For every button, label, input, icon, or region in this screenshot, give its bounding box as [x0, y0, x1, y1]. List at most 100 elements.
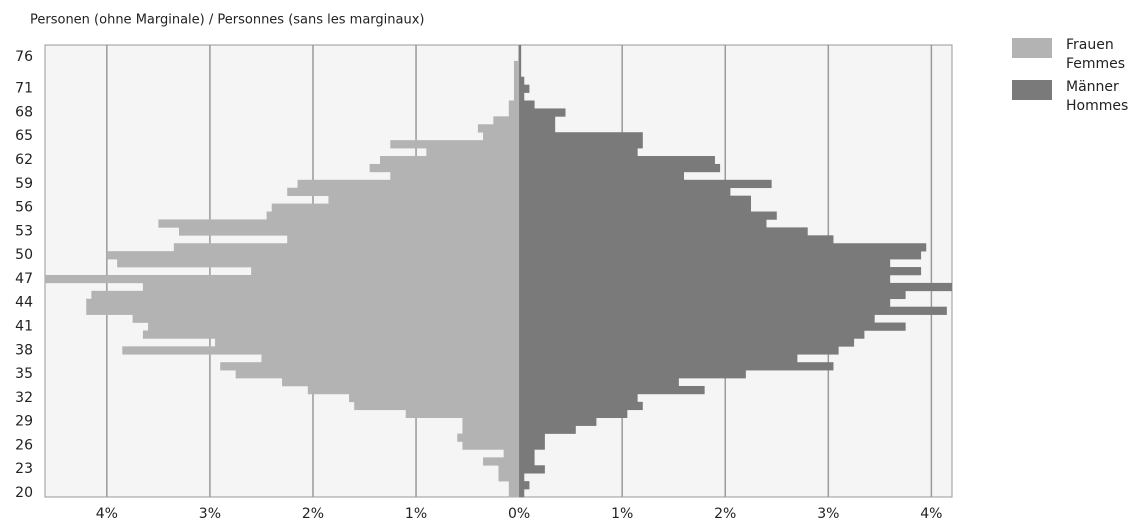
bar	[513, 84, 520, 93]
bar	[519, 171, 685, 181]
bar	[106, 251, 520, 260]
bar	[158, 219, 520, 228]
bar	[297, 179, 520, 189]
bar	[513, 60, 520, 70]
bar	[519, 330, 865, 339]
bar	[235, 370, 520, 379]
bar	[519, 441, 545, 450]
bar	[519, 322, 906, 331]
y-tick-label: 23	[15, 461, 33, 477]
bar	[519, 187, 731, 196]
bar	[349, 393, 520, 403]
x-tick-label: 2%	[714, 506, 736, 522]
y-tick-label: 41	[15, 319, 33, 335]
bar	[519, 100, 535, 109]
bar	[519, 338, 855, 347]
bar	[287, 235, 520, 244]
bar	[519, 52, 522, 62]
legend-label: Frauen Femmes	[1066, 37, 1126, 72]
bar	[173, 243, 520, 252]
bar	[519, 362, 834, 371]
bar	[462, 425, 520, 434]
bar	[519, 465, 545, 474]
bar	[519, 76, 525, 85]
bar	[519, 290, 906, 300]
bar	[457, 433, 520, 442]
y-tick-label: 29	[15, 414, 33, 430]
bar	[519, 481, 530, 490]
bar	[508, 100, 520, 109]
bar	[493, 116, 520, 125]
bar	[519, 457, 535, 466]
bar	[519, 306, 947, 315]
bar	[462, 417, 520, 426]
bar	[519, 282, 952, 292]
bar	[390, 140, 520, 149]
bar	[519, 473, 525, 482]
x-tick-label: 0%	[508, 506, 530, 522]
bar	[508, 489, 520, 498]
bar	[519, 68, 522, 78]
y-tick-label: 32	[15, 390, 33, 406]
bar	[45, 274, 520, 284]
bar	[483, 457, 520, 466]
bar	[519, 433, 545, 442]
bar	[287, 187, 520, 196]
bar	[508, 108, 520, 117]
bar	[142, 282, 520, 292]
bar	[178, 227, 520, 236]
bar	[519, 108, 566, 117]
x-tick-label: 4%	[96, 506, 118, 522]
bar	[519, 235, 834, 244]
bar	[519, 227, 808, 236]
legend-swatch	[1012, 38, 1052, 58]
bar	[148, 322, 520, 331]
bar	[271, 203, 520, 212]
bar	[91, 290, 520, 300]
bar	[519, 243, 927, 252]
y-tick-label: 53	[15, 223, 33, 239]
bar	[132, 314, 520, 323]
x-tick-label: 4%	[920, 506, 942, 522]
bar	[498, 465, 520, 474]
y-tick-label: 62	[15, 152, 33, 168]
y-tick-label: 71	[15, 81, 33, 97]
bar	[261, 354, 520, 363]
bar	[519, 393, 638, 403]
bar	[405, 409, 520, 419]
bar	[519, 409, 628, 419]
bar	[483, 132, 520, 141]
bar	[86, 298, 520, 307]
bar	[519, 140, 643, 149]
bar	[519, 346, 839, 355]
bar	[519, 156, 715, 165]
bar	[354, 401, 520, 411]
bar	[519, 385, 705, 395]
y-tick-label: 47	[15, 271, 33, 287]
bar	[508, 481, 520, 490]
bar	[519, 354, 798, 363]
bar	[251, 267, 520, 276]
bar	[513, 92, 520, 101]
bar	[462, 441, 520, 450]
legend-item: Frauen Femmes	[1012, 37, 1128, 74]
bar	[519, 251, 922, 260]
bar	[282, 378, 520, 387]
legend-label: Männer Hommes	[1066, 79, 1129, 114]
bar	[142, 330, 520, 339]
y-tick-label: 56	[15, 200, 33, 216]
y-tick-label: 68	[15, 104, 33, 120]
y-tick-label: 76	[15, 49, 33, 65]
bar	[86, 306, 520, 315]
y-tick-label: 26	[15, 437, 33, 453]
bar	[519, 417, 597, 426]
bar	[390, 171, 520, 181]
y-tick-label: 35	[15, 366, 33, 382]
legend-item: Männer Hommes	[1012, 79, 1129, 116]
bar	[519, 148, 638, 157]
y-tick-label: 20	[15, 485, 33, 501]
bar	[426, 148, 520, 157]
bar	[519, 132, 643, 141]
bar	[519, 203, 752, 212]
y-tick-label: 38	[15, 342, 33, 358]
